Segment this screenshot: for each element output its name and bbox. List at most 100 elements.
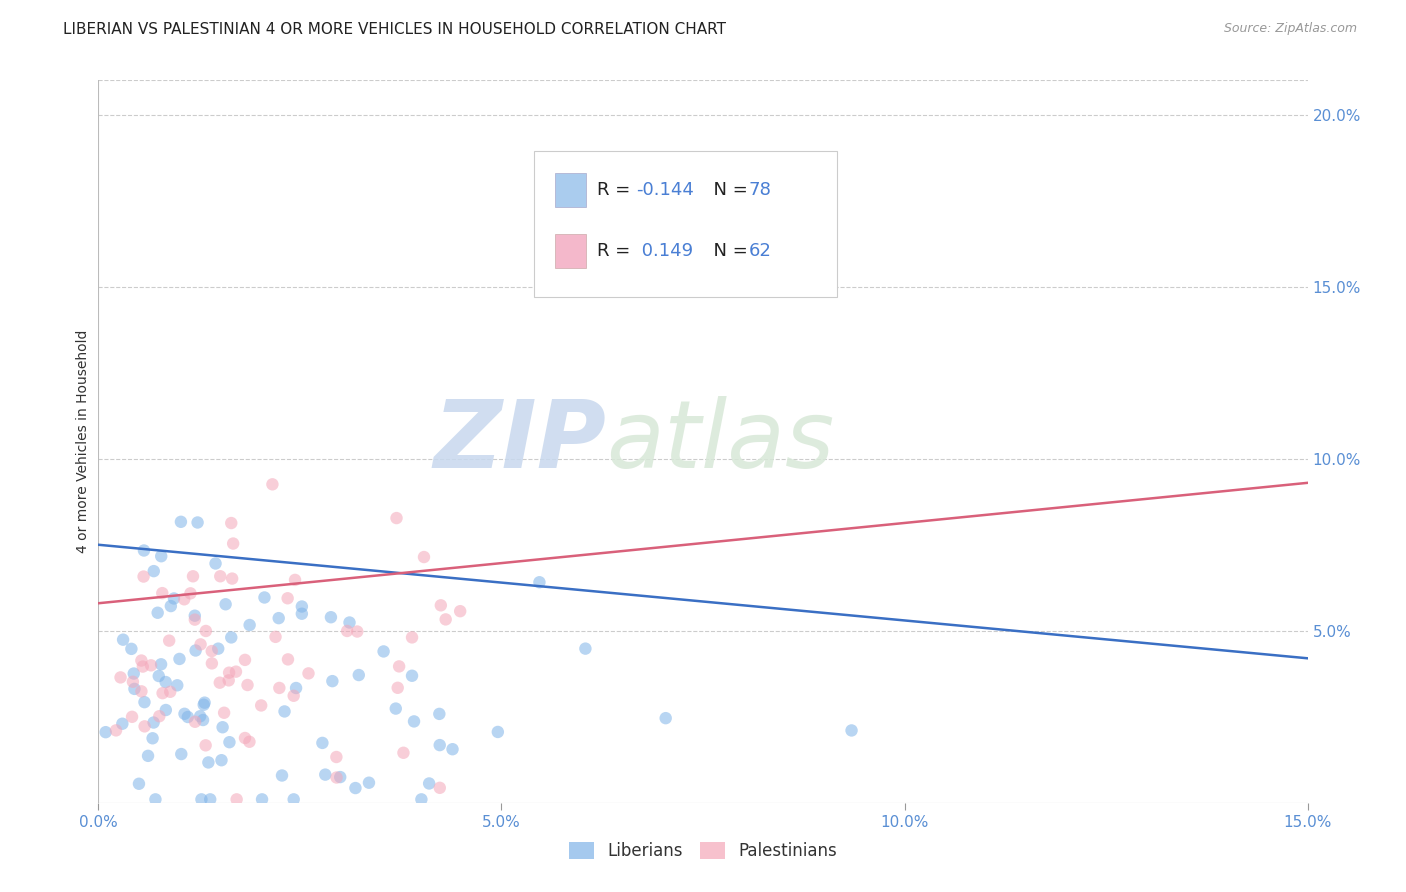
Point [155,703,177,717]
Point [236,678,259,692]
Point [429,738,451,752]
Text: 0.149: 0.149 [637,242,693,260]
Point [194,739,217,753]
Point [219,516,242,530]
Point [347,668,370,682]
Point [325,750,347,764]
Point [418,776,440,790]
Point [204,557,226,571]
Point [150,586,173,600]
Text: ZIP: ZIP [433,395,606,488]
Point [269,681,291,695]
Point [401,669,423,683]
Point [221,572,243,586]
Point [136,748,159,763]
Point [122,674,145,689]
Text: Source: ZipAtlas.com: Source: ZipAtlas.com [1223,22,1357,36]
Point [187,516,209,530]
Point [155,675,177,690]
Point [159,685,181,699]
Point [214,597,236,611]
Point [329,770,352,784]
Point [238,735,260,749]
Text: 78: 78 [749,181,772,200]
Point [319,610,342,624]
Point [121,710,143,724]
Point [384,701,406,715]
Point [325,771,347,785]
Point [112,632,135,647]
Point [225,792,247,806]
Point [173,592,195,607]
Point [434,612,457,626]
Point [160,599,183,613]
Point [188,709,211,723]
Point [357,775,380,789]
Point [262,477,284,491]
Point [111,716,134,731]
Point [314,767,336,781]
Point [148,709,170,723]
Point [194,624,217,638]
Point [181,569,204,583]
Text: N =: N = [703,181,754,200]
Text: R =: R = [598,181,636,200]
Point [201,657,224,671]
Point [387,681,409,695]
Text: atlas: atlas [606,396,835,487]
Point [339,615,361,630]
Point [574,641,596,656]
Point [401,631,423,645]
Point [132,569,155,583]
Point [233,653,256,667]
Point [209,569,232,583]
Point [145,792,167,806]
Point [385,511,408,525]
Point [150,657,173,672]
Point [239,618,262,632]
Point [654,711,676,725]
Point [271,768,294,782]
Point [139,658,162,673]
Point [250,698,273,713]
Point [134,695,156,709]
Text: LIBERIAN VS PALESTINIAN 4 OR MORE VEHICLES IN HOUSEHOLD CORRELATION CHART: LIBERIAN VS PALESTINIAN 4 OR MORE VEHICL… [63,22,727,37]
Point [132,543,155,558]
Point [110,670,132,684]
Point [388,659,411,673]
Point [131,654,153,668]
Point [392,746,415,760]
Point [142,564,165,578]
Point [184,643,207,657]
Point [179,586,201,600]
Point [212,706,235,720]
Point [285,681,308,695]
Point [264,630,287,644]
Point [150,549,173,564]
Point [449,604,471,618]
Point [841,723,863,738]
Point [277,591,299,606]
Point [211,720,233,734]
Point [128,777,150,791]
Point [194,696,217,710]
Point [157,633,180,648]
Point [197,756,219,770]
Point [170,747,193,761]
Point [146,606,169,620]
Point [427,706,450,721]
Point [184,608,207,623]
Point [233,731,256,745]
Point [131,684,153,698]
Point [208,675,231,690]
Point [225,665,247,679]
Point [191,713,214,727]
Point [373,644,395,658]
Point [250,792,273,806]
Point [222,536,245,550]
Point [441,742,464,756]
Point [170,515,193,529]
Point [200,792,222,806]
Point [273,705,295,719]
Point [486,725,509,739]
